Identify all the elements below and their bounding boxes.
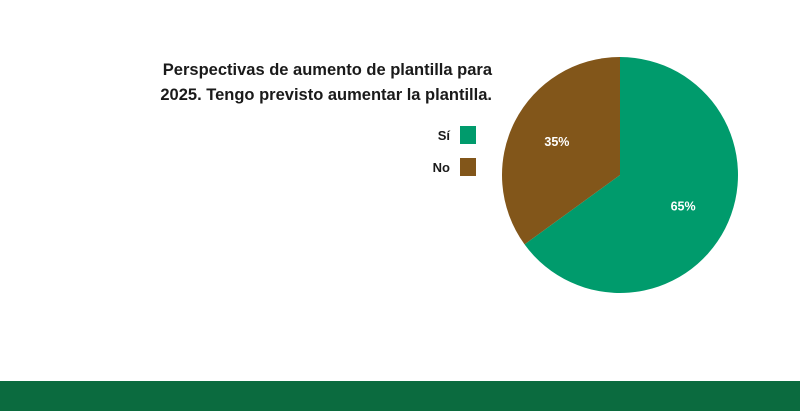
pie-slice-si	[524, 57, 738, 293]
pie-label-no: 35%	[544, 135, 569, 149]
chart-title-line-2: 2025. Tengo previsto aumentar la plantil…	[160, 86, 492, 104]
legend-label-si: Sí	[437, 127, 450, 143]
legend-swatch-si	[460, 126, 476, 144]
pie-chart: 65% 35%	[502, 57, 738, 293]
chart-title: Perspectivas de aumento de plantilla par…	[140, 58, 492, 108]
legend-swatch-no	[460, 158, 476, 176]
chart-title-line-1: Perspectivas de aumento de plantilla par…	[162, 61, 492, 79]
legend-item-si: Sí	[438, 126, 476, 144]
footer-band	[0, 381, 800, 411]
pie-label-si: 65%	[671, 199, 696, 213]
legend-item-no: No	[433, 158, 476, 176]
legend-label-no: No	[432, 159, 450, 175]
pie-slice-no	[502, 57, 620, 245]
